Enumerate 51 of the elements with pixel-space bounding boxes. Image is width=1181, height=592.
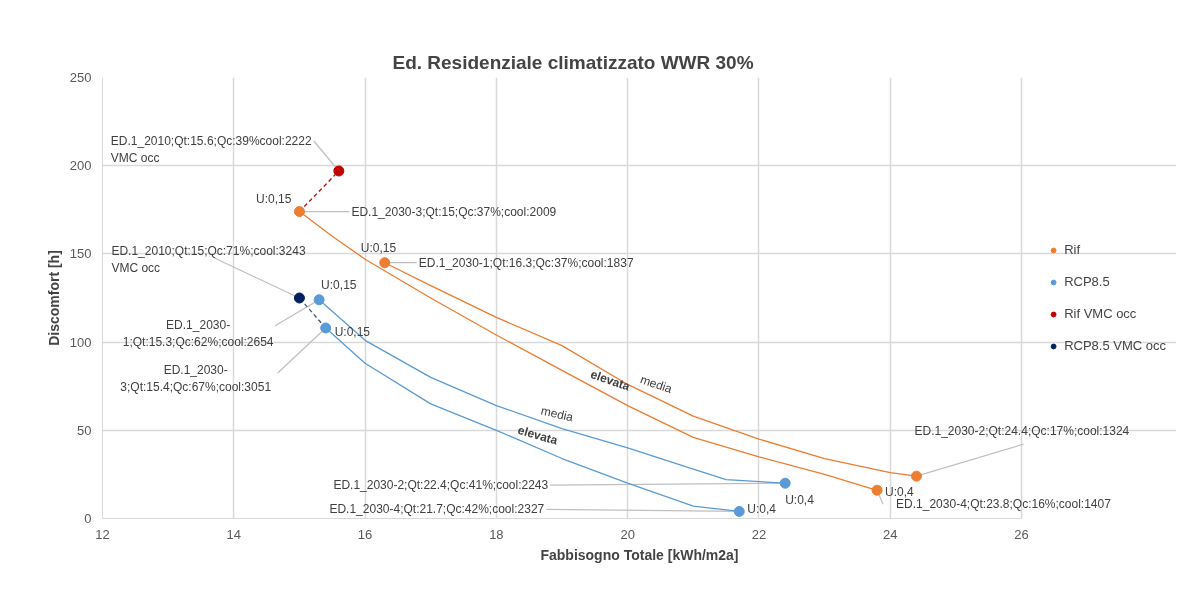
point — [871, 484, 883, 496]
y-tick-label: 50 — [77, 422, 92, 438]
y-axis-title: Discomfort [h] — [45, 250, 62, 346]
x-tick-label: 26 — [1014, 526, 1029, 542]
x-tick-label: 22 — [751, 526, 767, 542]
x-tick-label: 12 — [95, 526, 110, 542]
annotation: ED.1_2030-1;Qt:16.3;Qc:37%;cool:1837 — [418, 255, 634, 270]
annotation: elevata — [588, 367, 633, 394]
annotation: ED.1_2030-4;Qt:21.7;Qc:42%;cool:2327 — [329, 502, 545, 517]
x-tick-label: 14 — [226, 526, 242, 542]
annotation: U:0,4 — [747, 502, 777, 517]
point — [779, 477, 791, 489]
legend-label: RCP8.5 — [1064, 274, 1110, 289]
annotation: media — [638, 372, 675, 397]
chart-title: Ed. Residenziale climatizzato WWR 30% — [392, 51, 754, 73]
annotation: ED.1_2010;Qt:15.6;Qc:39%cool:2222 VMC occ — [110, 133, 312, 165]
annotation: U:0,15 — [321, 277, 357, 292]
legend-label: Rif — [1064, 242, 1081, 257]
x-tick-label: 16 — [357, 526, 373, 542]
x-tick-label: 20 — [620, 526, 635, 542]
point — [293, 206, 305, 218]
y-tick-label: 0 — [84, 511, 92, 526]
annotation: ED.1_2030- 1;Qt:15.3;Qc:62%;cool:2654 — [122, 317, 274, 349]
annotation: ED.1_2030-4;Qt:23.8;Qc:16%;cool:1407 — [896, 497, 1112, 512]
legend-label: Rif VMC occ — [1064, 306, 1137, 321]
annotation: U:0,4 — [885, 485, 915, 500]
point — [333, 165, 345, 177]
y-tick-label: 150 — [69, 246, 92, 262]
annotation: U:0,4 — [785, 493, 815, 508]
x-axis-title: Fabbisogno Totale [kWh/m2a] — [540, 546, 739, 563]
y-tick-label: 200 — [69, 158, 92, 174]
point — [320, 322, 332, 334]
annotation: U:0,15 — [360, 240, 397, 255]
x-tick-label: 18 — [489, 526, 504, 542]
y-tick-label: 100 — [69, 334, 92, 350]
annotation: ED.1_2030-2;Qt:22.4;Qc:41%;cool:2243 — [333, 478, 549, 493]
point — [313, 294, 325, 306]
annotation: ED.1_2030- 3;Qt:15.4;Qc:67%;cool:3051 — [120, 362, 272, 394]
annotation: ED.1_2030-2;Qt:24.4;Qc:17%;cool:1324 — [914, 424, 1130, 439]
legend-label: RCP8.5 VMC occ — [1064, 338, 1166, 353]
x-tick-label: 24 — [882, 526, 898, 542]
point — [379, 257, 391, 269]
annotation: media — [539, 403, 575, 425]
annotation: ED.1_2030-3;Qt:15;Qc:37%;cool:2009 — [351, 204, 557, 219]
annotation: U:0,15 — [256, 191, 292, 206]
point — [733, 505, 745, 517]
y-tick-label: 250 — [69, 70, 92, 85]
point — [293, 292, 305, 304]
point — [910, 470, 922, 482]
annotation: elevata — [516, 422, 560, 448]
annotation: ED.1_2010;Qt:15;Qc:71%;cool:3243 VMC occ — [111, 244, 306, 275]
